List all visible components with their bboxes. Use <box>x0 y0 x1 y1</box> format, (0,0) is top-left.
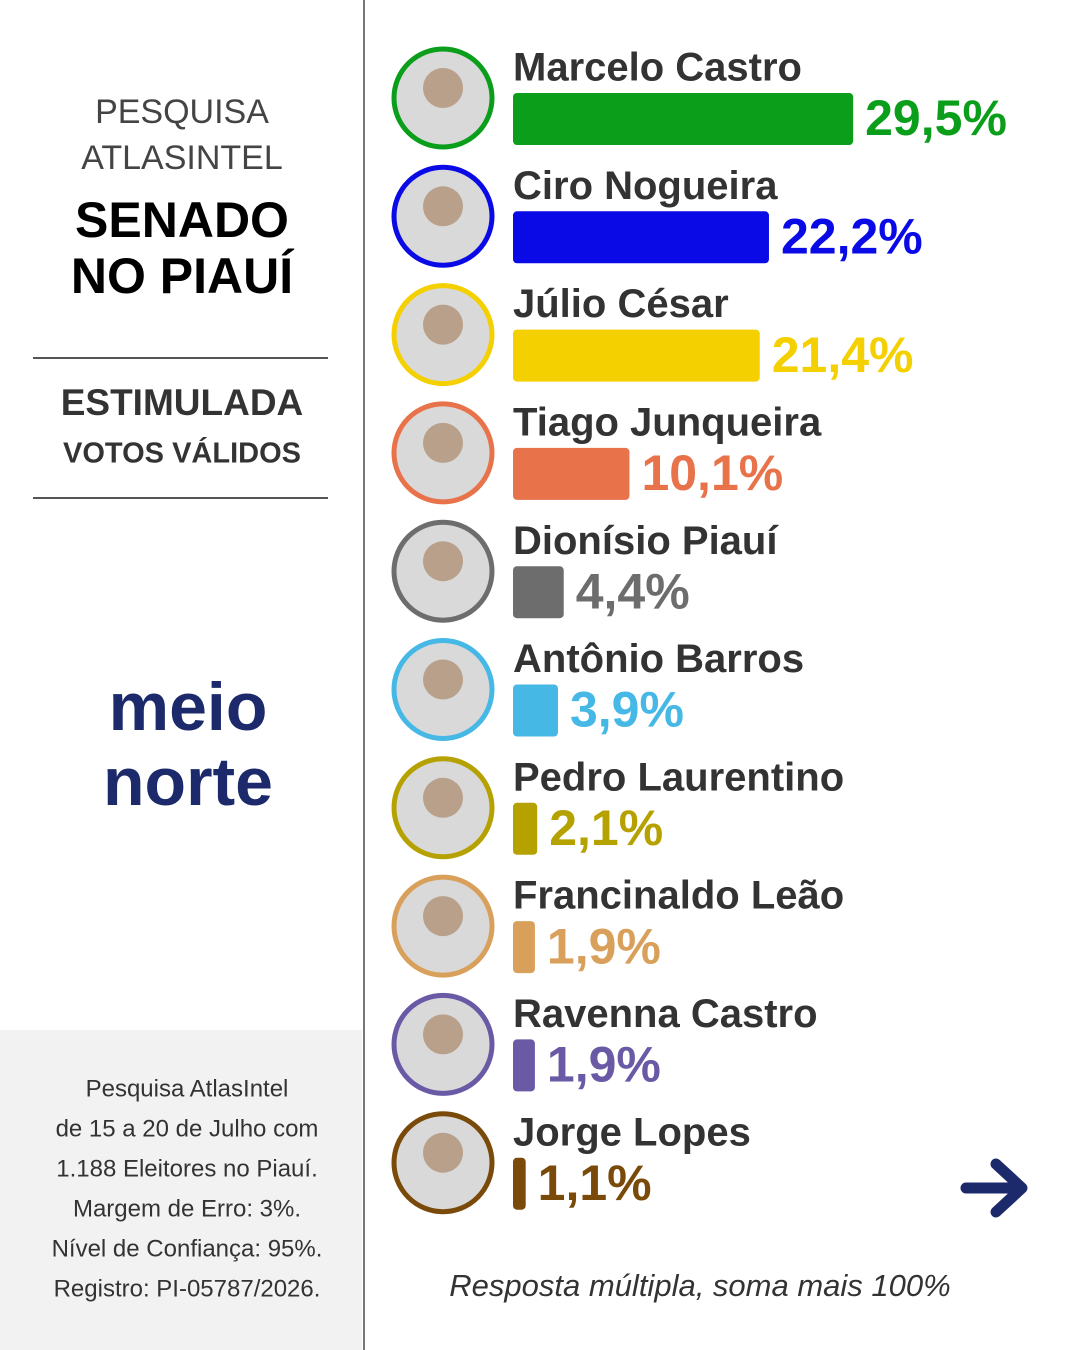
note-panel <box>0 1030 362 1350</box>
logo: meio <box>109 669 268 745</box>
avatar-head <box>423 422 463 463</box>
avatar-head <box>423 896 463 937</box>
bar <box>513 211 769 264</box>
bar <box>513 802 538 855</box>
kicker: PESQUISA <box>95 93 269 131</box>
candidate-name: Francinaldo Leão <box>513 874 844 918</box>
title: SENADO <box>75 192 289 248</box>
bar <box>513 566 564 619</box>
value-label: 3,9% <box>570 682 684 738</box>
value-label: 1,9% <box>547 918 661 974</box>
value-label: 4,4% <box>576 563 690 619</box>
bar <box>513 1039 535 1092</box>
candidate-name: Pedro Laurentino <box>513 755 844 799</box>
subtitle-detail: VOTOS VÁLIDOS <box>63 436 301 470</box>
footnote: Resposta múltipla, soma mais 100% <box>449 1268 950 1303</box>
value-label: 2,1% <box>549 800 663 856</box>
avatar-head <box>423 1132 463 1173</box>
candidate-name: Júlio César <box>513 282 729 326</box>
avatar-head <box>423 186 463 227</box>
source-note: de 15 a 20 de Julho com <box>56 1115 319 1142</box>
title: NO PIAUÍ <box>71 248 294 304</box>
value-label: 1,1% <box>538 1155 652 1211</box>
candidate-name: Ciro Nogueira <box>513 164 778 208</box>
value-label: 1,9% <box>547 1037 661 1093</box>
bar <box>513 921 535 974</box>
source-note: Pesquisa AtlasIntel <box>86 1075 289 1102</box>
source-note: Nível de Confiança: 95%. <box>52 1235 323 1262</box>
bar <box>513 447 630 500</box>
avatar-head <box>423 1014 463 1055</box>
candidate-name: Dionísio Piauí <box>513 519 779 563</box>
bar <box>513 329 760 382</box>
value-label: 29,5% <box>865 90 1007 146</box>
candidate-name: Marcelo Castro <box>513 46 802 90</box>
bar <box>513 684 558 737</box>
bar <box>513 1157 526 1210</box>
value-label: 22,2% <box>781 209 923 265</box>
candidate-name: Tiago Junqueira <box>513 400 822 444</box>
subtitle: ESTIMULADA <box>61 382 304 423</box>
kicker: ATLASINTEL <box>81 139 283 177</box>
source-note: Margem de Erro: 3%. <box>73 1195 301 1222</box>
bar <box>513 93 854 145</box>
candidate-name: Antônio Barros <box>513 637 804 681</box>
value-label: 21,4% <box>772 327 914 383</box>
candidate-name: Ravenna Castro <box>513 992 818 1036</box>
avatar-head <box>423 68 463 108</box>
source-note: Registro: PI-05787/2026. <box>54 1275 321 1302</box>
next-arrow[interactable] <box>960 1158 1028 1218</box>
candidate-name: Jorge Lopes <box>513 1110 751 1154</box>
avatar-head <box>423 304 463 345</box>
logo: norte <box>103 744 273 820</box>
source-note: 1.188 Eleitores no Piauí. <box>56 1155 318 1182</box>
avatar-head <box>423 659 463 700</box>
value-label: 10,1% <box>641 445 783 501</box>
avatar-head <box>423 777 463 818</box>
avatar-head <box>423 541 463 582</box>
